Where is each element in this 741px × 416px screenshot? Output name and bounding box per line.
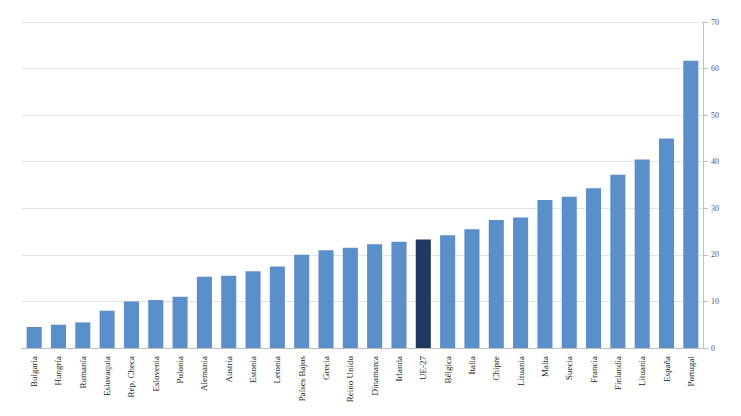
svg-text:Austria: Austria — [224, 356, 234, 383]
svg-text:Rep. Checa: Rep. Checa — [126, 356, 136, 397]
svg-text:20: 20 — [711, 250, 719, 259]
svg-text:Irlanda: Irlanda — [394, 356, 404, 381]
svg-text:0: 0 — [711, 344, 715, 353]
svg-text:Malta: Malta — [540, 356, 550, 377]
svg-text:Suecia: Suecia — [564, 356, 574, 380]
svg-text:30: 30 — [711, 204, 719, 213]
svg-text:Bulgaria: Bulgaria — [29, 356, 39, 387]
svg-text:España: España — [662, 356, 672, 382]
svg-text:Italia: Italia — [467, 356, 477, 375]
svg-text:Reino Unido: Reino Unido — [345, 356, 355, 403]
svg-text:Polonia: Polonia — [175, 356, 185, 384]
svg-text:Eslovaquia: Eslovaquia — [102, 356, 112, 396]
svg-text:Países Bajos: Países Bajos — [297, 356, 307, 402]
svg-text:50: 50 — [711, 111, 719, 120]
svg-text:Grecia: Grecia — [321, 356, 331, 380]
svg-text:Francia: Francia — [589, 356, 599, 383]
svg-text:Rumanía: Rumanía — [78, 356, 88, 389]
svg-text:Bélgica: Bélgica — [443, 356, 453, 384]
svg-text:10: 10 — [711, 297, 719, 306]
svg-text:Eslovenia: Eslovenia — [151, 356, 161, 392]
svg-text:Portugal: Portugal — [686, 356, 696, 387]
svg-text:UE-27: UE-27 — [418, 356, 428, 380]
svg-text:Finlandia: Finlandia — [613, 356, 623, 390]
svg-text:Lituania: Lituania — [637, 356, 647, 386]
svg-text:70: 70 — [711, 18, 719, 27]
svg-text:Alemania: Alemania — [199, 356, 209, 391]
svg-text:Letonia: Letonia — [272, 356, 282, 384]
svg-text:Dinamarca: Dinamarca — [370, 356, 380, 395]
svg-text:Lituania: Lituania — [516, 356, 526, 386]
svg-text:60: 60 — [711, 64, 719, 73]
svg-text:Estonia: Estonia — [248, 356, 258, 383]
svg-text:Chipre: Chipre — [491, 356, 501, 381]
svg-text:40: 40 — [711, 157, 719, 166]
svg-text:Hungría: Hungría — [53, 356, 63, 386]
